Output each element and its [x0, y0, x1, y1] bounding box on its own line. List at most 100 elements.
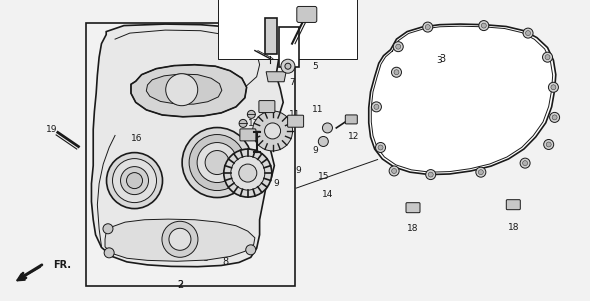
FancyBboxPatch shape [240, 129, 256, 141]
Text: 13: 13 [248, 45, 260, 54]
Bar [266, 18, 277, 54]
Circle shape [239, 119, 247, 127]
Circle shape [523, 28, 533, 38]
Circle shape [392, 67, 401, 77]
Circle shape [394, 42, 403, 52]
Text: 20: 20 [218, 152, 230, 161]
Circle shape [550, 112, 559, 123]
Circle shape [396, 44, 401, 49]
Text: 5: 5 [313, 62, 319, 71]
Circle shape [423, 22, 432, 32]
Circle shape [285, 63, 291, 69]
Circle shape [113, 159, 156, 203]
Circle shape [374, 104, 379, 109]
Text: 14: 14 [322, 190, 333, 199]
Circle shape [319, 136, 328, 147]
Text: 8: 8 [202, 254, 208, 263]
Text: 3: 3 [437, 56, 442, 65]
FancyBboxPatch shape [287, 115, 304, 127]
Circle shape [523, 161, 527, 166]
Circle shape [478, 170, 483, 175]
Circle shape [425, 25, 430, 29]
FancyBboxPatch shape [259, 101, 275, 113]
Text: 2: 2 [177, 280, 183, 290]
Circle shape [246, 245, 255, 255]
Circle shape [182, 128, 252, 197]
Circle shape [481, 23, 486, 28]
Text: 2: 2 [177, 280, 183, 289]
Circle shape [426, 169, 435, 180]
Polygon shape [91, 24, 283, 267]
Polygon shape [131, 65, 247, 117]
Text: 11: 11 [312, 105, 323, 114]
Text: 15: 15 [317, 172, 329, 181]
Text: FR.: FR. [53, 260, 71, 271]
Circle shape [392, 169, 396, 173]
Text: 8: 8 [222, 257, 228, 267]
Circle shape [189, 135, 245, 191]
Text: 16: 16 [131, 134, 143, 143]
Text: 18: 18 [407, 224, 419, 233]
Circle shape [372, 102, 381, 112]
Text: 4: 4 [330, 32, 336, 41]
Circle shape [166, 74, 198, 106]
Text: 10: 10 [239, 158, 251, 167]
Circle shape [376, 142, 385, 153]
Text: 9: 9 [295, 166, 301, 175]
Circle shape [205, 150, 229, 175]
Circle shape [520, 158, 530, 168]
Circle shape [549, 82, 558, 92]
Text: 11: 11 [223, 182, 235, 191]
Circle shape [323, 123, 332, 133]
Circle shape [224, 149, 272, 197]
Circle shape [551, 85, 556, 90]
FancyBboxPatch shape [345, 115, 358, 124]
Circle shape [546, 142, 551, 147]
Circle shape [169, 228, 191, 250]
Circle shape [197, 143, 237, 182]
Text: 18: 18 [507, 223, 519, 232]
Circle shape [126, 172, 143, 189]
Text: 9: 9 [313, 146, 319, 155]
FancyBboxPatch shape [506, 200, 520, 210]
Text: 19: 19 [46, 125, 58, 134]
Circle shape [231, 156, 265, 190]
Circle shape [389, 166, 399, 176]
Circle shape [526, 31, 530, 36]
Text: 6: 6 [295, 17, 301, 26]
FancyBboxPatch shape [297, 6, 317, 23]
Circle shape [253, 111, 293, 151]
Circle shape [378, 145, 383, 150]
FancyBboxPatch shape [406, 203, 420, 213]
Text: 21: 21 [206, 184, 218, 193]
Circle shape [479, 20, 489, 31]
Circle shape [545, 55, 550, 60]
Circle shape [476, 167, 486, 177]
Circle shape [103, 224, 113, 234]
Circle shape [428, 172, 433, 177]
Text: 3: 3 [440, 54, 445, 64]
Circle shape [394, 70, 399, 75]
Bar [279, 27, 299, 67]
Text: 7: 7 [289, 78, 295, 87]
Text: 9: 9 [273, 179, 279, 188]
Text: 11: 11 [289, 110, 301, 119]
Polygon shape [105, 219, 255, 261]
Text: 12: 12 [348, 132, 360, 141]
Text: 17: 17 [248, 119, 260, 128]
Circle shape [162, 221, 198, 257]
Circle shape [552, 115, 557, 120]
Circle shape [120, 166, 149, 195]
Circle shape [107, 153, 162, 209]
Circle shape [281, 59, 295, 73]
Circle shape [239, 164, 257, 182]
Polygon shape [369, 24, 556, 175]
Circle shape [104, 248, 114, 258]
Circle shape [544, 139, 553, 150]
Circle shape [264, 123, 281, 139]
Bar [218, 0, 357, 59]
Polygon shape [146, 74, 222, 104]
Circle shape [543, 52, 552, 62]
Polygon shape [266, 72, 286, 82]
Circle shape [247, 110, 255, 118]
